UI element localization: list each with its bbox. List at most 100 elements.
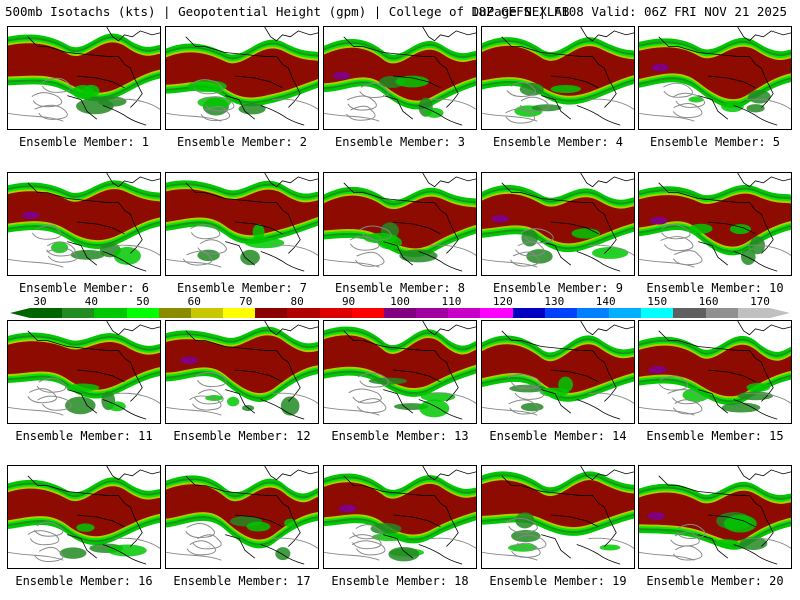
map-outline — [658, 475, 679, 487]
map-outline — [205, 340, 277, 351]
map-outline — [47, 46, 119, 57]
map-outline — [708, 221, 756, 235]
ensemble-member-label: Ensemble Member: 3 — [334, 135, 466, 149]
height-contour — [8, 537, 160, 561]
ensemble-member-map — [323, 26, 477, 130]
colorbar-tick-label: 170 — [750, 295, 770, 308]
ensemble-member-label: Ensemble Member: 8 — [334, 281, 466, 295]
height-contour — [514, 384, 545, 400]
isotach-patch — [515, 512, 535, 529]
map-outline — [733, 399, 778, 420]
height-contour — [31, 92, 63, 108]
height-contour — [519, 96, 550, 112]
height-contour — [42, 77, 72, 93]
run-valid-time: 18Z GEFS | F108 Valid: 06Z FRI NOV 21 20… — [470, 4, 787, 19]
map-outline — [363, 192, 435, 203]
map-outline — [264, 321, 318, 336]
ensemble-member-map — [638, 465, 792, 569]
ensemble-member-map — [638, 172, 792, 276]
map-outline — [551, 514, 599, 528]
colorbar-segment — [673, 308, 707, 318]
map-outline — [541, 241, 572, 266]
height-contour — [349, 235, 380, 251]
colorbar-segment — [576, 308, 610, 318]
height-contour — [191, 79, 224, 95]
isotach-patch — [688, 96, 704, 103]
map-outline — [708, 75, 756, 89]
isotach-patch — [107, 544, 147, 557]
height-contour — [46, 241, 76, 257]
map-outline — [363, 485, 435, 496]
map-outline — [576, 544, 621, 565]
map-outline — [418, 251, 463, 272]
isotach-patch — [721, 100, 744, 113]
isotach-patch — [519, 82, 544, 96]
map-outline — [205, 46, 277, 57]
ensemble-member-label: Ensemble Member: 13 — [331, 429, 469, 443]
colorbar-tick-label: 40 — [84, 295, 99, 308]
height-contour — [190, 224, 221, 240]
height-contour — [359, 225, 392, 241]
map-outline — [383, 389, 414, 414]
colorbar-segment — [448, 308, 481, 318]
height-contour — [8, 98, 160, 122]
map-outline — [576, 399, 621, 420]
isotach-patch — [252, 224, 265, 240]
height-contour — [197, 239, 227, 255]
height-contour — [672, 250, 703, 266]
isotach-band — [482, 480, 634, 528]
map-outline — [27, 182, 48, 194]
height-contour — [482, 98, 634, 122]
isotach-patch — [59, 547, 87, 559]
isotach-patch — [682, 388, 710, 402]
isotach-patch — [571, 228, 601, 239]
map-outline — [393, 75, 441, 89]
map-outline — [678, 192, 750, 203]
map-outline — [67, 241, 98, 266]
isotach-patch — [284, 518, 297, 528]
map-outline — [67, 95, 98, 120]
colorbar-tick-label: 60 — [187, 295, 201, 308]
map-outline — [737, 466, 791, 481]
isotach-patch — [723, 514, 757, 533]
height-contour — [506, 81, 537, 97]
height-contour — [185, 522, 215, 539]
map-outline — [185, 36, 206, 48]
isotach-core — [21, 211, 40, 220]
height-contour — [166, 537, 318, 561]
ensemble-member-label: Ensemble Member: 20 — [646, 574, 784, 588]
isotach-patch — [244, 237, 285, 249]
ensemble-member-label: Ensemble Member: 1 — [18, 135, 150, 149]
ensemble-member-label: Ensemble Member: 2 — [176, 135, 308, 149]
map-outline — [260, 251, 305, 272]
map-outline — [343, 182, 364, 194]
height-contour — [357, 372, 389, 388]
map-outline — [343, 475, 364, 487]
map-outline — [501, 330, 522, 342]
height-contour — [37, 395, 72, 411]
map-outline — [343, 36, 364, 48]
isotach-patch — [550, 84, 581, 94]
map-outline — [658, 330, 679, 342]
map-outline — [77, 514, 125, 528]
map-outline — [106, 27, 160, 42]
isotach-patch — [76, 523, 95, 532]
map-outline — [422, 173, 476, 188]
map-outline — [658, 36, 679, 48]
map-outline — [737, 321, 791, 336]
map-outline — [47, 485, 119, 496]
height-contour — [482, 244, 634, 268]
map-outline — [580, 173, 634, 188]
height-contour — [324, 537, 476, 561]
ensemble-member-map — [323, 172, 477, 276]
map-outline — [521, 192, 593, 203]
isotach-colorbar: 30 40 50 60 70 80 90 100 110 120 130 140 150 160 170 — [10, 296, 790, 320]
height-contour — [676, 523, 706, 539]
isotach-patch — [746, 382, 771, 392]
height-contour — [166, 98, 318, 122]
chart-title: 500mb Isotachs (kts) | Geopotential Heig… — [5, 4, 570, 19]
map-outline — [551, 221, 599, 235]
ensemble-member-map — [323, 320, 477, 424]
height-contour — [195, 371, 227, 388]
height-contour — [46, 247, 78, 263]
